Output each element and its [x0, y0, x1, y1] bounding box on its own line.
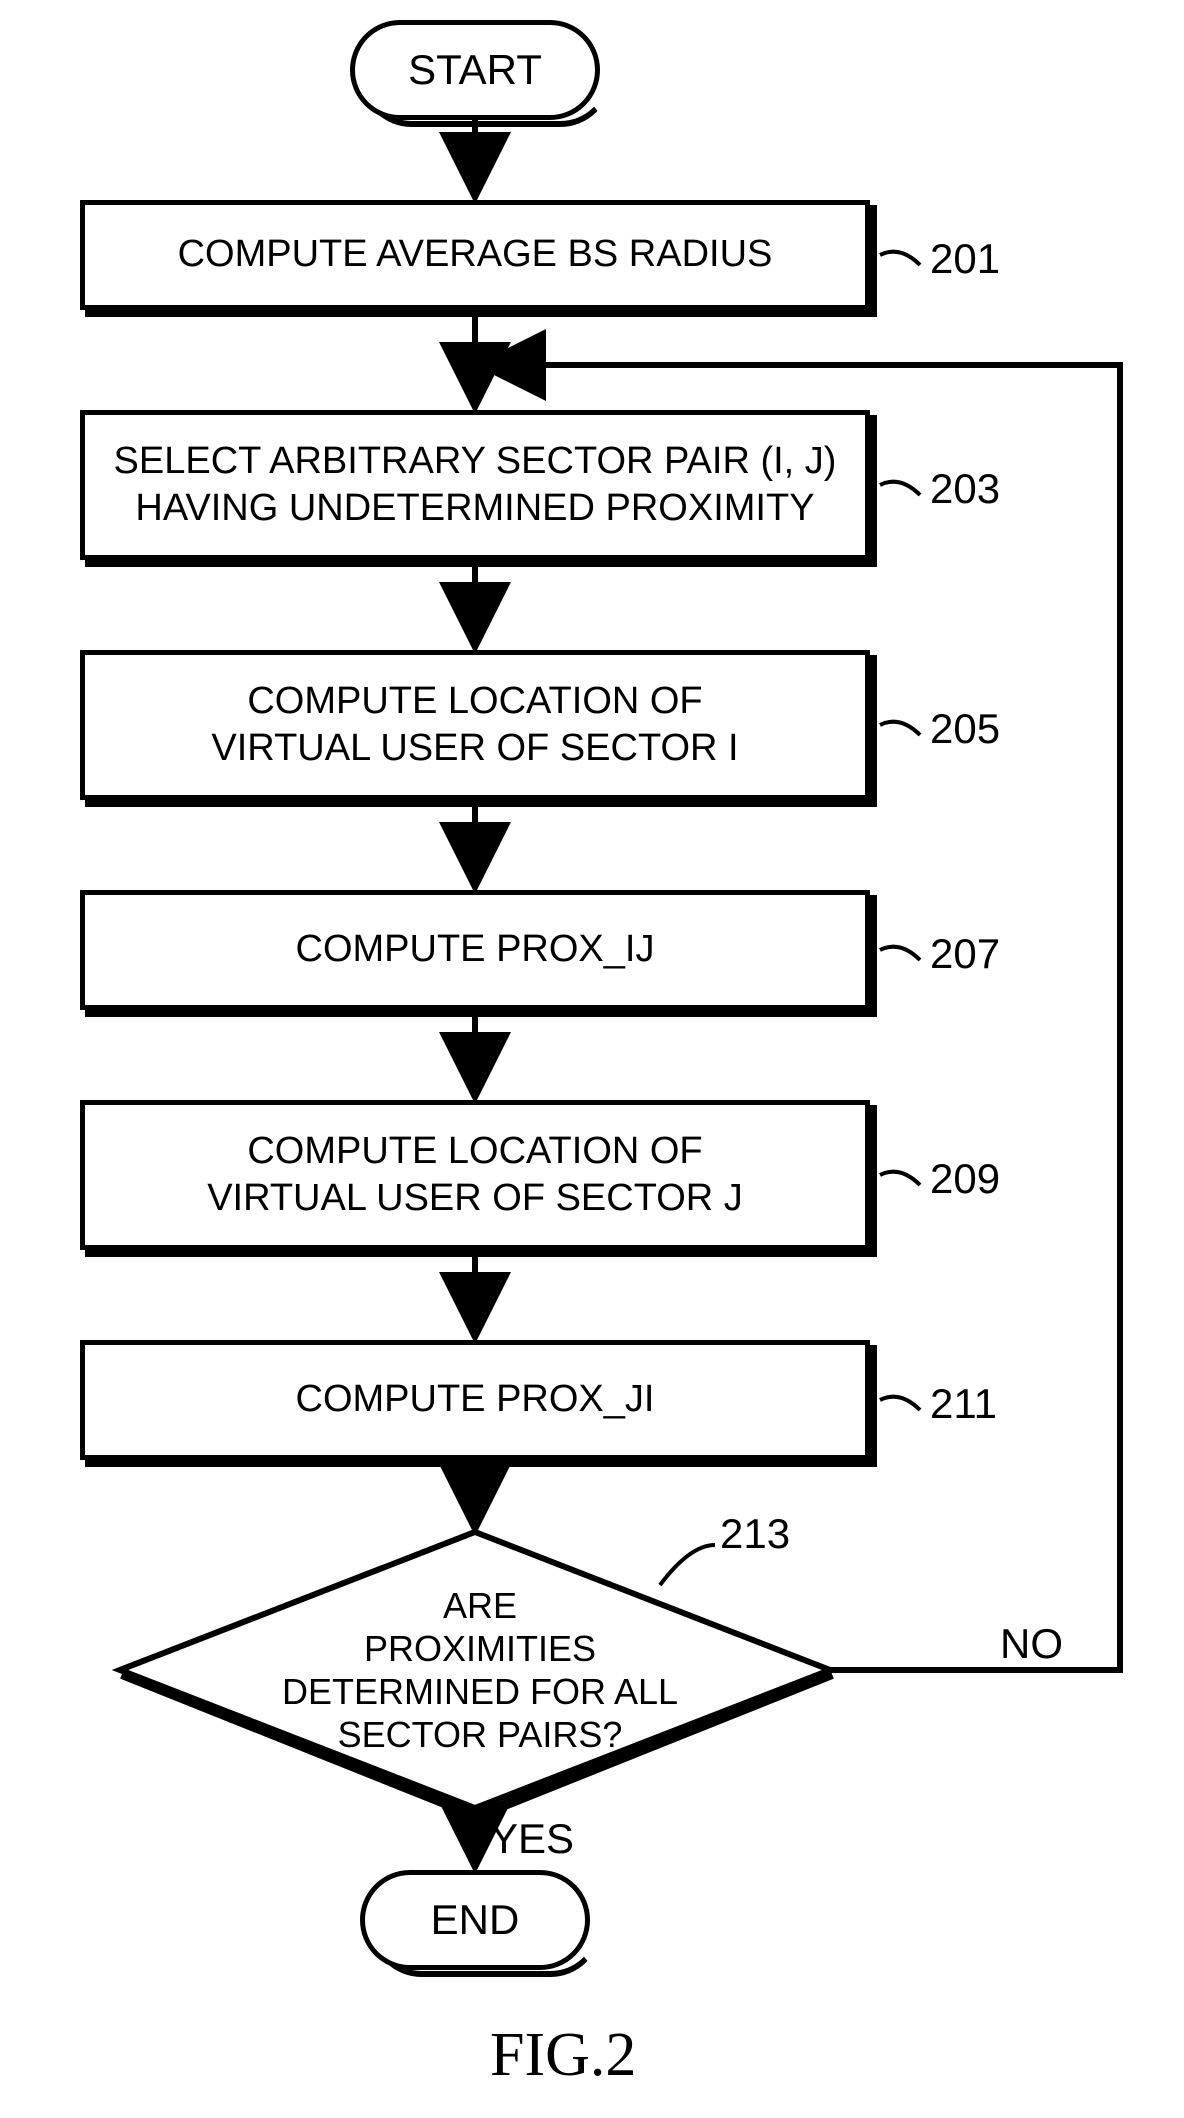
arrow-213-no-loop [480, 365, 1120, 1670]
process-205: COMPUTE LOCATION OF VIRTUAL USER OF SECT… [80, 650, 870, 800]
ref-205: 205 [930, 705, 1000, 753]
process-201: COMPUTE AVERAGE BS RADIUS [80, 200, 870, 310]
process-209: COMPUTE LOCATION OF VIRTUAL USER OF SECT… [80, 1100, 870, 1250]
process-209-label: COMPUTE LOCATION OF VIRTUAL USER OF SECT… [207, 1128, 743, 1223]
process-207-label: COMPUTE PROX_IJ [296, 926, 655, 974]
decision-213: ARE PROXIMITIES DETERMINED FOR ALL SECTO… [130, 1530, 830, 1810]
tick-211 [880, 1397, 920, 1410]
tick-207 [880, 947, 920, 960]
process-201-label: COMPUTE AVERAGE BS RADIUS [178, 231, 773, 279]
end-label: END [431, 1896, 520, 1944]
decision-213-label: ARE PROXIMITIES DETERMINED FOR ALL SECTO… [282, 1584, 678, 1757]
process-205-label: COMPUTE LOCATION OF VIRTUAL USER OF SECT… [211, 678, 738, 773]
tick-209 [880, 1172, 920, 1185]
tick-205 [880, 722, 920, 735]
process-203-label: SELECT ARBITRARY SECTOR PAIR (I, J) HAVI… [114, 438, 837, 533]
process-211: COMPUTE PROX_JI [80, 1340, 870, 1460]
figure-caption: FIG.2 [490, 2020, 636, 2091]
ref-207: 207 [930, 930, 1000, 978]
edge-yes: YES [490, 1815, 574, 1863]
process-207: COMPUTE PROX_IJ [80, 890, 870, 1010]
edge-no: NO [1000, 1620, 1063, 1668]
ref-211: 211 [930, 1380, 997, 1428]
process-211-label: COMPUTE PROX_JI [296, 1376, 655, 1424]
ref-203: 203 [930, 465, 1000, 513]
start-label: START [408, 46, 542, 94]
ref-201: 201 [930, 235, 1000, 283]
flowchart-container: START COMPUTE AVERAGE BS RADIUS SELECT A… [0, 0, 1184, 2118]
ref-209: 209 [930, 1155, 1000, 1203]
process-203: SELECT ARBITRARY SECTOR PAIR (I, J) HAVI… [80, 410, 870, 560]
tick-201 [880, 252, 920, 265]
end-terminal: END [360, 1870, 590, 1970]
start-terminal: START [350, 20, 600, 120]
tick-203 [880, 482, 920, 495]
